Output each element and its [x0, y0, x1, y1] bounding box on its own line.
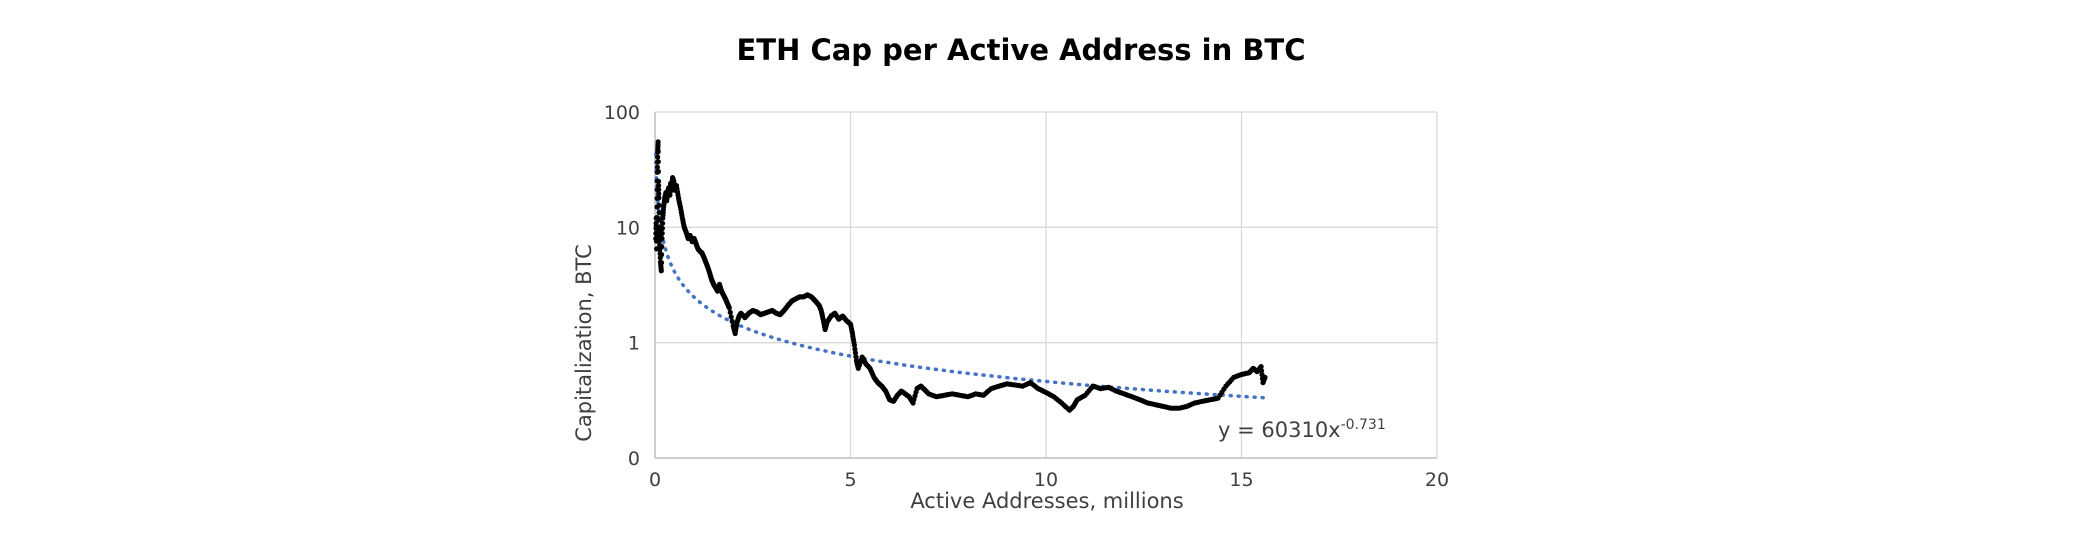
data-series [653, 139, 1268, 413]
data-point [1262, 374, 1268, 380]
data-point [852, 350, 859, 356]
y-tick-label: 100 [604, 102, 640, 124]
data-point [658, 260, 665, 266]
data-point [659, 225, 666, 231]
trendline [654, 152, 1267, 400]
data-point [655, 139, 661, 145]
trendline-equation: y = 60310x-0.731 [1218, 417, 1386, 442]
data-point [655, 178, 662, 184]
data-point [1258, 368, 1265, 374]
data-point [659, 244, 665, 250]
x-tick-label: 0 [649, 469, 661, 491]
y-axis-label: Capitalization, BTC [572, 244, 596, 442]
x-tick-labels: 0 5 10 15 20 [649, 469, 1449, 491]
trendline-equation-exponent: -0.731 [1341, 417, 1386, 433]
data-point [851, 342, 858, 348]
data-point [655, 169, 662, 175]
x-tick-label: 20 [1425, 469, 1449, 491]
data-point [729, 318, 735, 324]
data-point [655, 159, 661, 165]
data-point [852, 346, 858, 352]
data-point [656, 183, 662, 189]
data-point [659, 252, 665, 258]
data-point [726, 305, 732, 311]
data-point [655, 154, 661, 160]
data-point [656, 191, 662, 197]
x-axis-label: Active Addresses, millions [910, 489, 1183, 513]
data-point [1258, 364, 1264, 370]
data-point [660, 220, 666, 226]
x-tick-label: 5 [844, 469, 856, 491]
x-tick-label: 10 [1034, 469, 1058, 491]
chart-title: ETH Cap per Active Address in BTC [737, 33, 1306, 67]
data-point [656, 210, 662, 216]
data-point [658, 268, 664, 274]
data-point [853, 354, 859, 360]
data-point [655, 149, 661, 155]
data-point [728, 314, 734, 320]
y-tick-label: 10 [616, 217, 640, 239]
data-point [727, 309, 733, 315]
data-point [654, 164, 661, 170]
data-point [659, 230, 665, 236]
data-point [656, 202, 662, 208]
y-tick-labels: 0 1 10 100 [604, 102, 640, 470]
y-tick-label: 0 [628, 448, 640, 470]
x-tick-label: 15 [1229, 469, 1253, 491]
trendline-path [654, 152, 1267, 400]
grid-lines [655, 111, 1438, 458]
data-point [659, 235, 665, 242]
trendline-equation-base: y = 60310x [1218, 418, 1341, 442]
data-point [656, 195, 662, 201]
data-point [656, 187, 662, 193]
y-tick-label: 1 [628, 333, 640, 355]
